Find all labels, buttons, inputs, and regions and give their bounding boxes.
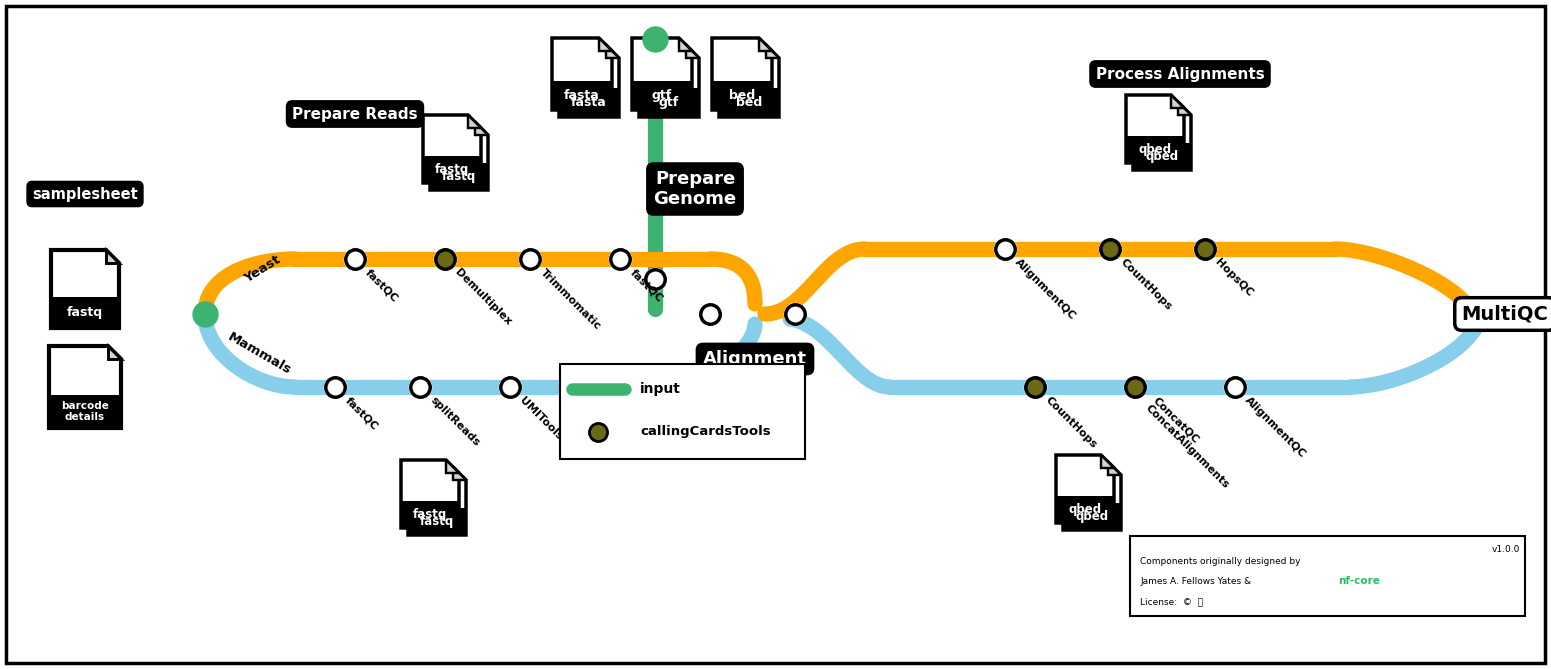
Text: CountHops: CountHops — [1118, 257, 1173, 312]
FancyBboxPatch shape — [402, 501, 459, 528]
FancyBboxPatch shape — [1062, 503, 1121, 530]
Text: MultiQC: MultiQC — [1461, 304, 1548, 324]
Text: samplesheet: samplesheet — [33, 187, 138, 201]
Text: bed: bed — [729, 89, 755, 102]
FancyBboxPatch shape — [631, 81, 692, 110]
Polygon shape — [1171, 95, 1183, 108]
Text: fastQC: fastQC — [343, 395, 380, 432]
Text: fasta: fasta — [571, 96, 606, 109]
Text: CountHops: CountHops — [1042, 395, 1098, 450]
Polygon shape — [552, 38, 613, 110]
Polygon shape — [712, 38, 772, 110]
Polygon shape — [758, 38, 772, 51]
Text: James A. Fellows Yates &: James A. Fellows Yates & — [1140, 577, 1255, 585]
Text: barcode
details: barcode details — [60, 401, 109, 422]
Polygon shape — [402, 460, 459, 528]
Polygon shape — [599, 38, 613, 51]
Text: fasta: fasta — [565, 89, 600, 102]
Polygon shape — [606, 45, 619, 58]
FancyBboxPatch shape — [558, 88, 619, 117]
Text: Components originally designed by: Components originally designed by — [1140, 557, 1300, 565]
Polygon shape — [430, 122, 489, 190]
Text: qbed: qbed — [1138, 143, 1171, 156]
Text: fastq: fastq — [442, 170, 476, 183]
Text: ConcatQC
ConcatAlignments: ConcatQC ConcatAlignments — [1143, 395, 1239, 490]
Text: qbed: qbed — [1146, 150, 1179, 163]
Polygon shape — [468, 115, 481, 128]
Text: Prepare
Genome: Prepare Genome — [653, 170, 737, 209]
FancyBboxPatch shape — [639, 88, 700, 117]
Polygon shape — [1107, 462, 1121, 475]
Text: Prepare Reads: Prepare Reads — [292, 106, 417, 122]
Polygon shape — [631, 38, 692, 110]
Text: License:  ©  Ⓚ: License: © Ⓚ — [1140, 597, 1204, 607]
Text: v1.0.0: v1.0.0 — [1492, 545, 1520, 553]
Polygon shape — [720, 45, 779, 117]
Polygon shape — [453, 467, 465, 480]
Text: AlignmentQC: AlignmentQC — [1242, 395, 1307, 460]
Text: gtf: gtf — [651, 89, 672, 102]
Polygon shape — [105, 250, 119, 263]
Polygon shape — [109, 346, 121, 359]
Polygon shape — [1101, 455, 1114, 468]
FancyBboxPatch shape — [1467, 301, 1494, 327]
FancyBboxPatch shape — [51, 297, 119, 328]
Polygon shape — [423, 115, 481, 183]
Text: HopsQC: HopsQC — [1213, 257, 1255, 298]
Text: Trimmomatic: Trimmomatic — [538, 267, 602, 331]
Polygon shape — [408, 467, 465, 535]
Text: Demultiplex: Demultiplex — [453, 267, 513, 327]
FancyBboxPatch shape — [1126, 136, 1183, 163]
Text: Alignment: Alignment — [703, 350, 807, 368]
FancyBboxPatch shape — [423, 156, 481, 183]
Text: UMITools: UMITools — [518, 395, 565, 442]
Text: fastQC: fastQC — [628, 267, 665, 304]
Polygon shape — [1126, 95, 1183, 163]
Polygon shape — [679, 38, 692, 51]
FancyBboxPatch shape — [1131, 536, 1525, 616]
Polygon shape — [51, 250, 119, 328]
Text: fastq: fastq — [434, 163, 468, 176]
Text: callingCardsTools: callingCardsTools — [641, 425, 771, 438]
Text: bed: bed — [735, 96, 762, 109]
FancyBboxPatch shape — [1132, 142, 1191, 170]
FancyBboxPatch shape — [720, 88, 779, 117]
Text: Yeast: Yeast — [242, 253, 284, 285]
Text: gtf: gtf — [659, 96, 679, 109]
Polygon shape — [558, 45, 619, 117]
Polygon shape — [1056, 455, 1114, 523]
Text: Process Alignments: Process Alignments — [1095, 66, 1264, 82]
Text: qbed: qbed — [1075, 510, 1109, 523]
Text: Mammals: Mammals — [225, 330, 293, 377]
Text: AlignmentQC: AlignmentQC — [1013, 257, 1078, 322]
Polygon shape — [1062, 462, 1121, 530]
Text: qbed: qbed — [1069, 503, 1101, 516]
Polygon shape — [686, 45, 700, 58]
FancyBboxPatch shape — [50, 395, 121, 428]
FancyBboxPatch shape — [430, 163, 489, 190]
Polygon shape — [766, 45, 779, 58]
Text: fastq: fastq — [413, 508, 447, 521]
Text: fastq: fastq — [420, 515, 454, 528]
Polygon shape — [447, 460, 459, 473]
Polygon shape — [1132, 102, 1191, 170]
FancyBboxPatch shape — [1056, 496, 1114, 523]
Text: fastq: fastq — [67, 306, 102, 319]
Text: nf-core: nf-core — [1339, 576, 1380, 586]
Polygon shape — [475, 122, 489, 135]
Text: fastQC: fastQC — [363, 267, 400, 304]
FancyBboxPatch shape — [408, 508, 465, 535]
Polygon shape — [50, 346, 121, 428]
Text: splitReads: splitReads — [428, 395, 481, 448]
FancyBboxPatch shape — [560, 364, 805, 459]
Text: input: input — [641, 382, 681, 396]
Text: Trimmomatic: Trimmomatic — [608, 395, 672, 460]
Polygon shape — [1179, 102, 1191, 115]
FancyBboxPatch shape — [712, 81, 772, 110]
Polygon shape — [639, 45, 700, 117]
FancyBboxPatch shape — [552, 81, 613, 110]
